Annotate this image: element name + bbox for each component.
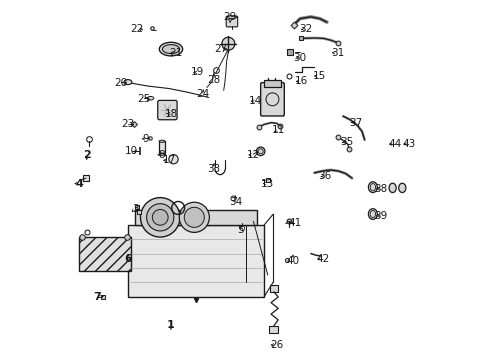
FancyBboxPatch shape bbox=[260, 83, 284, 116]
Text: 29: 29 bbox=[223, 12, 236, 22]
Circle shape bbox=[256, 147, 264, 156]
Ellipse shape bbox=[388, 183, 395, 193]
Bar bbox=[135, 210, 257, 225]
Text: 15: 15 bbox=[312, 71, 326, 81]
Text: 25: 25 bbox=[137, 94, 150, 104]
Ellipse shape bbox=[227, 16, 236, 19]
Text: 34: 34 bbox=[228, 197, 242, 207]
Text: 28: 28 bbox=[207, 75, 220, 85]
Text: 43: 43 bbox=[402, 139, 415, 149]
Circle shape bbox=[152, 210, 168, 225]
Text: 7: 7 bbox=[93, 292, 101, 302]
Text: 35: 35 bbox=[339, 138, 353, 147]
Text: 39: 39 bbox=[373, 211, 386, 221]
Text: 11: 11 bbox=[271, 125, 285, 135]
Circle shape bbox=[146, 204, 174, 231]
Text: 4: 4 bbox=[76, 179, 83, 189]
Text: 16: 16 bbox=[295, 76, 308, 86]
Text: 26: 26 bbox=[269, 340, 283, 350]
Text: 2: 2 bbox=[82, 150, 90, 160]
Text: 5: 5 bbox=[237, 225, 244, 235]
Ellipse shape bbox=[159, 42, 182, 56]
Text: 44: 44 bbox=[387, 139, 401, 149]
Ellipse shape bbox=[147, 96, 153, 100]
Text: 24: 24 bbox=[196, 89, 209, 99]
Text: 17: 17 bbox=[162, 155, 176, 165]
Ellipse shape bbox=[124, 80, 132, 85]
Ellipse shape bbox=[398, 183, 405, 193]
Bar bbox=[159, 141, 164, 154]
Ellipse shape bbox=[367, 182, 377, 193]
Text: 33: 33 bbox=[207, 164, 220, 174]
Ellipse shape bbox=[159, 153, 164, 155]
Text: 8: 8 bbox=[159, 150, 165, 160]
Bar bbox=[269, 285, 278, 292]
Text: 21: 21 bbox=[169, 48, 183, 58]
Text: 1: 1 bbox=[167, 320, 175, 330]
Text: 27: 27 bbox=[214, 44, 227, 54]
Circle shape bbox=[222, 37, 234, 50]
Bar bbox=[263, 81, 281, 87]
Ellipse shape bbox=[162, 45, 179, 54]
Text: 3: 3 bbox=[132, 204, 138, 214]
FancyBboxPatch shape bbox=[158, 100, 177, 120]
Bar bbox=[79, 237, 131, 271]
Circle shape bbox=[179, 202, 209, 233]
Circle shape bbox=[140, 198, 180, 237]
Text: 13: 13 bbox=[261, 179, 274, 189]
FancyBboxPatch shape bbox=[226, 16, 237, 27]
Text: 9: 9 bbox=[142, 134, 149, 144]
Text: 20: 20 bbox=[114, 78, 127, 88]
Text: 18: 18 bbox=[164, 109, 177, 119]
Text: 32: 32 bbox=[298, 24, 311, 35]
Text: 10: 10 bbox=[125, 146, 138, 156]
Text: 23: 23 bbox=[121, 120, 134, 129]
Text: 31: 31 bbox=[330, 48, 344, 58]
Text: 42: 42 bbox=[316, 254, 329, 264]
Text: 41: 41 bbox=[287, 218, 301, 228]
Ellipse shape bbox=[159, 140, 164, 142]
Polygon shape bbox=[128, 225, 264, 297]
Text: 30: 30 bbox=[293, 53, 306, 63]
Text: 37: 37 bbox=[348, 118, 362, 128]
Bar bbox=[268, 325, 277, 333]
Text: 36: 36 bbox=[318, 171, 331, 181]
Text: 14: 14 bbox=[248, 96, 262, 106]
Ellipse shape bbox=[367, 209, 377, 220]
Circle shape bbox=[168, 154, 178, 164]
Text: 12: 12 bbox=[246, 150, 260, 160]
Text: 22: 22 bbox=[130, 24, 143, 35]
Text: 38: 38 bbox=[373, 184, 386, 194]
Text: 40: 40 bbox=[286, 256, 299, 266]
Text: 19: 19 bbox=[191, 67, 204, 77]
Circle shape bbox=[184, 207, 204, 228]
Text: 6: 6 bbox=[124, 254, 132, 264]
